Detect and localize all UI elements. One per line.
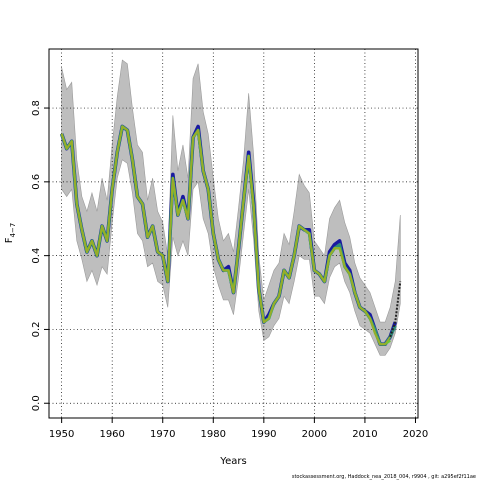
y-axis-title: F4−7 — [4, 223, 17, 244]
x-tick-label-1970: 1970 — [150, 429, 175, 440]
x-tick-label-2000: 2000 — [302, 429, 327, 440]
series-line-main — [60, 125, 391, 345]
y-axis-title-main: F — [4, 237, 15, 243]
x-tick-label-2010: 2010 — [352, 429, 377, 440]
axis-layer: 1950 1960 1970 1980 1990 2000 2010 2020 0.0 0.2 0.… — [31, 100, 428, 440]
x-tick-label-1960: 1960 — [99, 429, 124, 440]
x-tick-label-1980: 1980 — [201, 429, 226, 440]
x-tick-label-2020: 2020 — [403, 429, 428, 440]
x-tick-label-1950: 1950 — [49, 429, 74, 440]
x-axis-title: Years — [219, 456, 246, 467]
y-tick-label-0: 0.0 — [31, 395, 42, 411]
plot-frame — [48, 48, 419, 419]
series-line-terminal — [389, 281, 402, 338]
y-axis-title-subscript: 4−7 — [9, 223, 17, 238]
confidence-band-layer — [61, 59, 401, 356]
confidence-band — [61, 59, 401, 356]
y-tick-label-0.4: 0.4 — [31, 248, 42, 264]
series-layer — [59, 124, 402, 346]
footer-text: stockassessment.org, Haddock_nea_2018_00… — [292, 474, 476, 480]
y-tick-label-0.6: 0.6 — [31, 174, 42, 190]
y-tick-label-0.2: 0.2 — [31, 321, 42, 337]
y-tick-label-0.8: 0.8 — [31, 100, 42, 116]
x-tick-label-1990: 1990 — [251, 429, 276, 440]
